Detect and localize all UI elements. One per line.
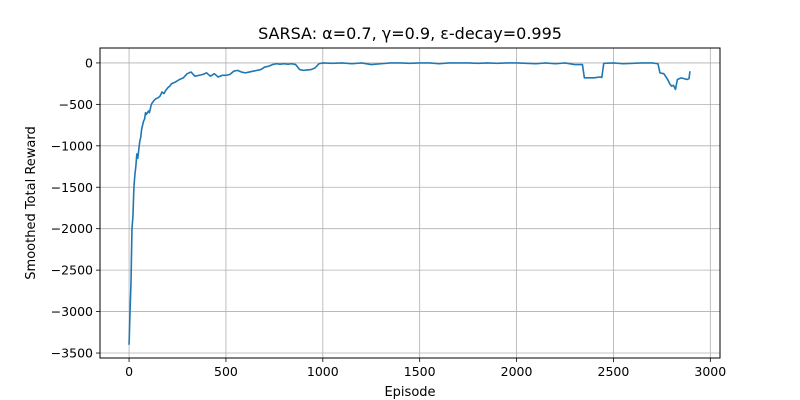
x-tick-label: 500 bbox=[214, 364, 238, 379]
y-tick-label: −2000 bbox=[51, 221, 93, 236]
x-tick-label: 1000 bbox=[307, 364, 339, 379]
x-tick-label: 2500 bbox=[598, 364, 630, 379]
y-tick-label: −500 bbox=[59, 97, 93, 112]
x-tick-label: 2000 bbox=[501, 364, 533, 379]
x-axis-label: Episode bbox=[384, 385, 435, 400]
y-tick-label: −2500 bbox=[51, 263, 93, 278]
grid bbox=[100, 48, 720, 358]
x-axis-ticks: 0 500 1000 1500 2000 2500 3000 bbox=[125, 358, 726, 379]
y-axis-ticks: 0 −500 −1000 −1500 −2000 −2500 −3000 −3500 bbox=[51, 55, 100, 361]
y-tick-label: −3500 bbox=[51, 346, 93, 361]
series-line bbox=[128, 62, 691, 345]
y-tick-label: 0 bbox=[85, 55, 93, 70]
y-tick-label: −1000 bbox=[51, 138, 93, 153]
y-tick-label: −3000 bbox=[51, 304, 93, 319]
y-axis-label: Smoothed Total Reward bbox=[24, 126, 39, 279]
chart-title: SARSA: α=0.7, γ=0.9, ε-decay=0.995 bbox=[258, 24, 562, 43]
x-tick-label: 3000 bbox=[694, 364, 726, 379]
y-tick-label: −1500 bbox=[51, 180, 93, 195]
x-tick-label: 0 bbox=[125, 364, 133, 379]
x-tick-label: 1500 bbox=[404, 364, 436, 379]
plot-area-frame bbox=[99, 47, 721, 359]
series-line-group bbox=[128, 62, 691, 345]
